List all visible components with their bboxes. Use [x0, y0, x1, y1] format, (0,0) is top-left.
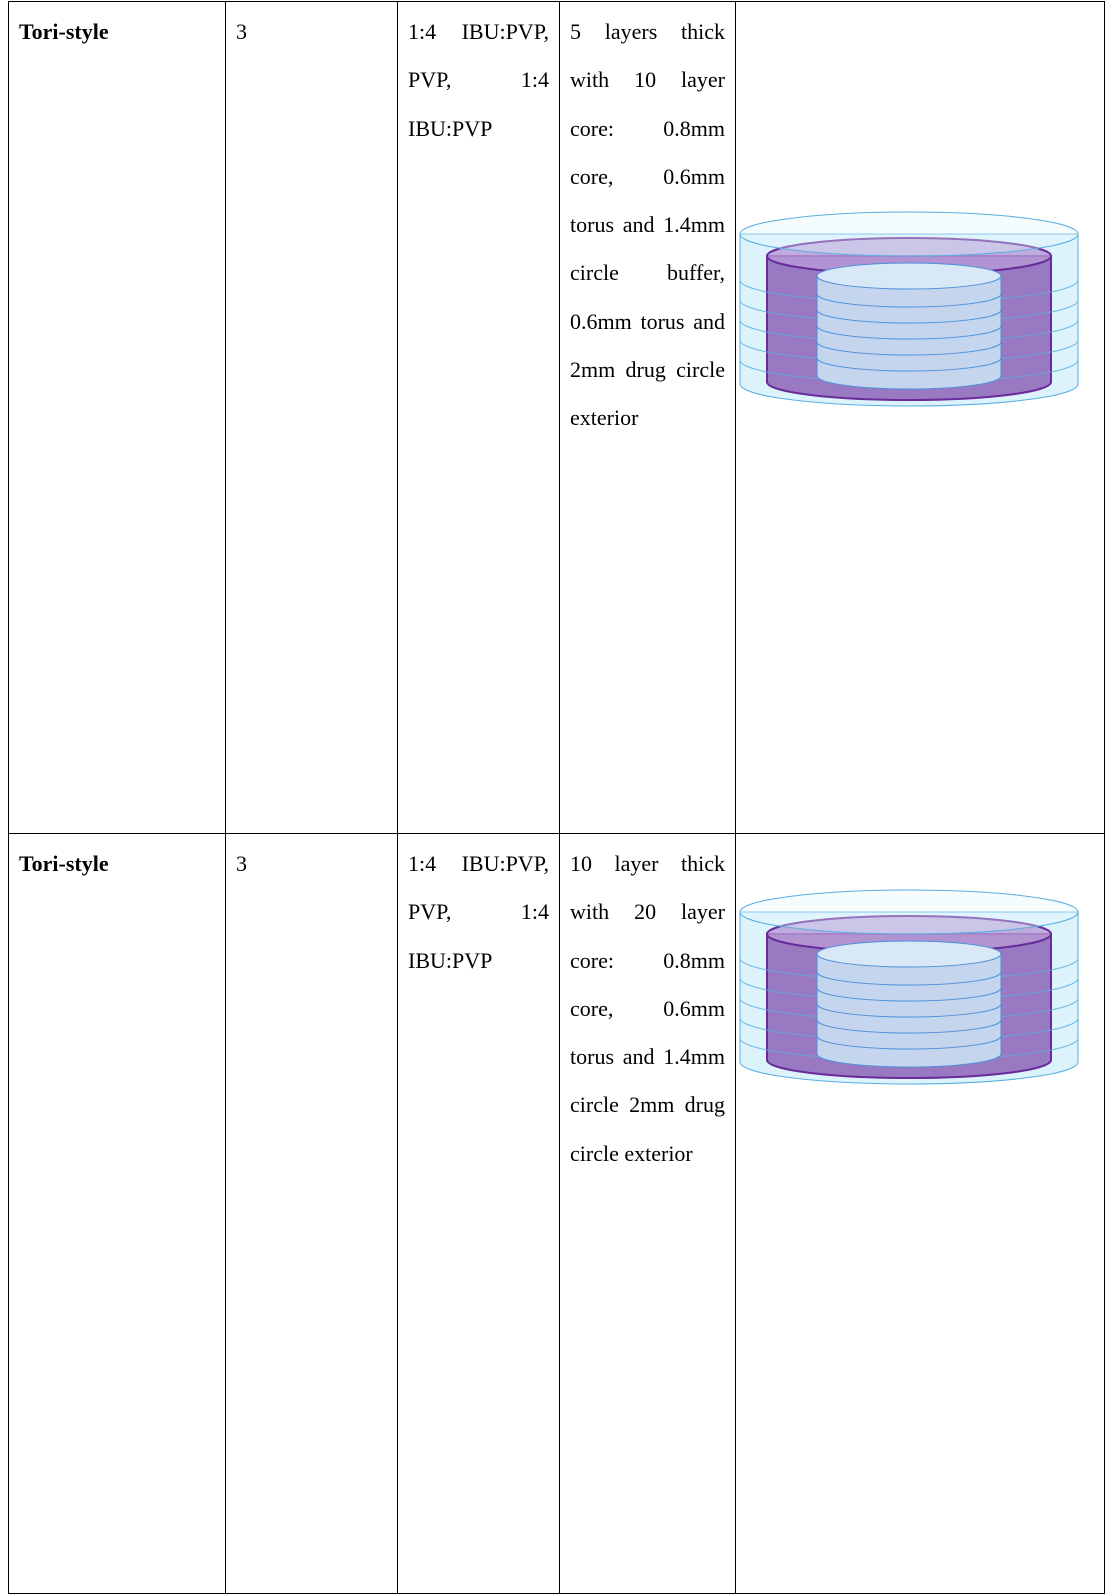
- cell: 5 layers thick with 10 layer core: 0.8mm…: [559, 1, 736, 834]
- cell: Tori-style: [8, 1, 226, 834]
- image-cell: [735, 1, 1105, 834]
- data-table: Tori-style 3 1:4 IBU:PVP, PVP, 1:4 IBU:P…: [8, 1, 1105, 1594]
- cell: Tori-style: [8, 833, 226, 1594]
- cell: 3: [225, 1, 398, 834]
- table-row: Tori-style 3 1:4 IBU:PVP, PVP, 1:4 IBU:P…: [8, 1, 1105, 834]
- table-row: Tori-style 3 1:4 IBU:PVP, PVP, 1:4 IBU:P…: [8, 833, 1105, 1594]
- cell: 3: [225, 833, 398, 1594]
- cell: 1:4 IBU:PVP, PVP, 1:4 IBU:PVP: [397, 833, 560, 1594]
- cylinder-figure: [738, 210, 1080, 410]
- cylinder-figure: [738, 888, 1080, 1088]
- cell: 10 layer thick with 20 layer core: 0.8mm…: [559, 833, 736, 1594]
- cell: 1:4 IBU:PVP, PVP, 1:4 IBU:PVP: [397, 1, 560, 834]
- image-cell: [735, 833, 1105, 1594]
